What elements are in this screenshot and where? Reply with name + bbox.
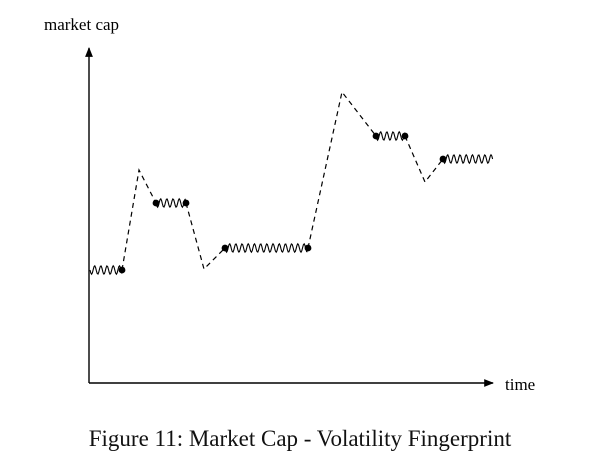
dashed-segment bbox=[185, 202, 226, 271]
wavy-segment bbox=[375, 130, 406, 142]
marker-dot bbox=[304, 244, 312, 252]
marker-dot bbox=[182, 199, 190, 207]
marker-dot bbox=[372, 132, 380, 140]
marker-dot bbox=[401, 132, 409, 140]
dashed-segment bbox=[404, 135, 444, 184]
marker-dot bbox=[118, 266, 126, 274]
x-axis-label: time bbox=[505, 375, 535, 394]
marker-dot bbox=[439, 155, 447, 163]
dashed-segment bbox=[307, 90, 377, 249]
wavy-segment bbox=[89, 264, 123, 276]
event-markers bbox=[118, 132, 447, 274]
marker-dot bbox=[221, 244, 229, 252]
dashed-segment bbox=[121, 168, 157, 271]
figure-caption: Figure 11: Market Cap - Volatility Finge… bbox=[88, 426, 512, 451]
dashed-price-path bbox=[121, 90, 444, 271]
y-axis-label: market cap bbox=[44, 15, 119, 34]
wavy-segment bbox=[155, 197, 186, 209]
wavy-segment bbox=[224, 242, 308, 254]
wavy-segment bbox=[442, 153, 494, 165]
figure-diagram: market cap time bbox=[44, 15, 535, 394]
marker-dot bbox=[152, 199, 160, 207]
volatility-waves bbox=[89, 130, 494, 276]
